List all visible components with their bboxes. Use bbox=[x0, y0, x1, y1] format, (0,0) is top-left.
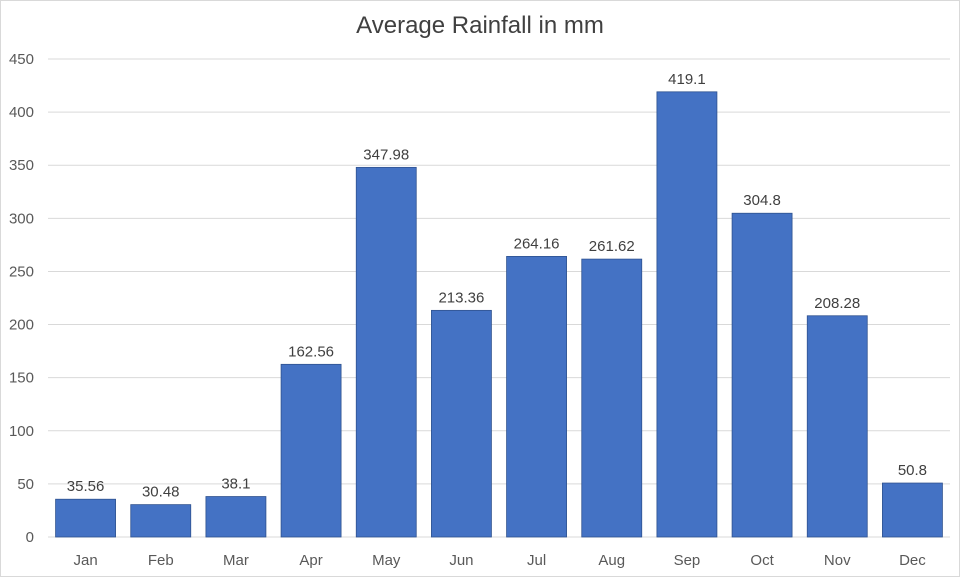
bar-dec bbox=[882, 482, 943, 538]
x-tick-label: Apr bbox=[299, 552, 322, 569]
data-label: 304.8 bbox=[743, 192, 781, 209]
data-label: 261.62 bbox=[589, 238, 635, 255]
bar-jul bbox=[506, 256, 567, 538]
data-label: 419.1 bbox=[668, 71, 706, 88]
data-label: 162.56 bbox=[288, 343, 334, 360]
bar-oct bbox=[731, 212, 793, 538]
x-tick-label: Jul bbox=[527, 552, 546, 569]
bar-aug bbox=[581, 258, 643, 538]
bar-may bbox=[355, 166, 417, 538]
y-tick-label: 100 bbox=[9, 423, 34, 440]
data-label: 264.16 bbox=[514, 235, 560, 252]
data-label: 208.28 bbox=[814, 295, 860, 312]
x-tick-label: Mar bbox=[223, 552, 249, 569]
x-tick-label: Dec bbox=[899, 552, 926, 569]
y-tick-label: 250 bbox=[9, 263, 34, 280]
x-tick-label: Nov bbox=[824, 552, 851, 569]
y-tick-label: 200 bbox=[9, 317, 34, 334]
y-tick-label: 0 bbox=[26, 529, 34, 546]
x-tick-label: Sep bbox=[674, 552, 701, 569]
x-tick-label: Feb bbox=[148, 552, 174, 569]
data-label: 35.56 bbox=[67, 478, 105, 495]
x-tick-label: Aug bbox=[598, 552, 625, 569]
y-tick-label: 350 bbox=[9, 157, 34, 174]
data-label: 30.48 bbox=[142, 484, 180, 501]
data-label: 347.98 bbox=[363, 146, 409, 163]
y-tick-label: 150 bbox=[9, 370, 34, 387]
x-tick-label: Jan bbox=[73, 552, 97, 569]
data-label: 38.1 bbox=[221, 476, 250, 493]
bar-apr bbox=[280, 363, 342, 538]
bar-sep bbox=[656, 91, 718, 538]
bar-mar bbox=[205, 496, 267, 538]
x-tick-label: May bbox=[372, 552, 401, 569]
bar-nov bbox=[806, 315, 868, 538]
y-tick-label: 400 bbox=[9, 104, 34, 121]
data-label: 213.36 bbox=[438, 289, 484, 306]
x-tick-label: Jun bbox=[449, 552, 473, 569]
y-tick-label: 50 bbox=[17, 476, 34, 493]
bar-jan bbox=[55, 498, 116, 538]
data-label: 50.8 bbox=[898, 462, 927, 479]
bar-feb bbox=[130, 504, 192, 538]
chart-title: Average Rainfall in mm bbox=[356, 12, 604, 39]
y-tick-label: 300 bbox=[9, 210, 34, 227]
bar-jun bbox=[431, 309, 492, 538]
x-tick-label: Oct bbox=[750, 552, 774, 569]
y-tick-label: 450 bbox=[9, 51, 34, 68]
